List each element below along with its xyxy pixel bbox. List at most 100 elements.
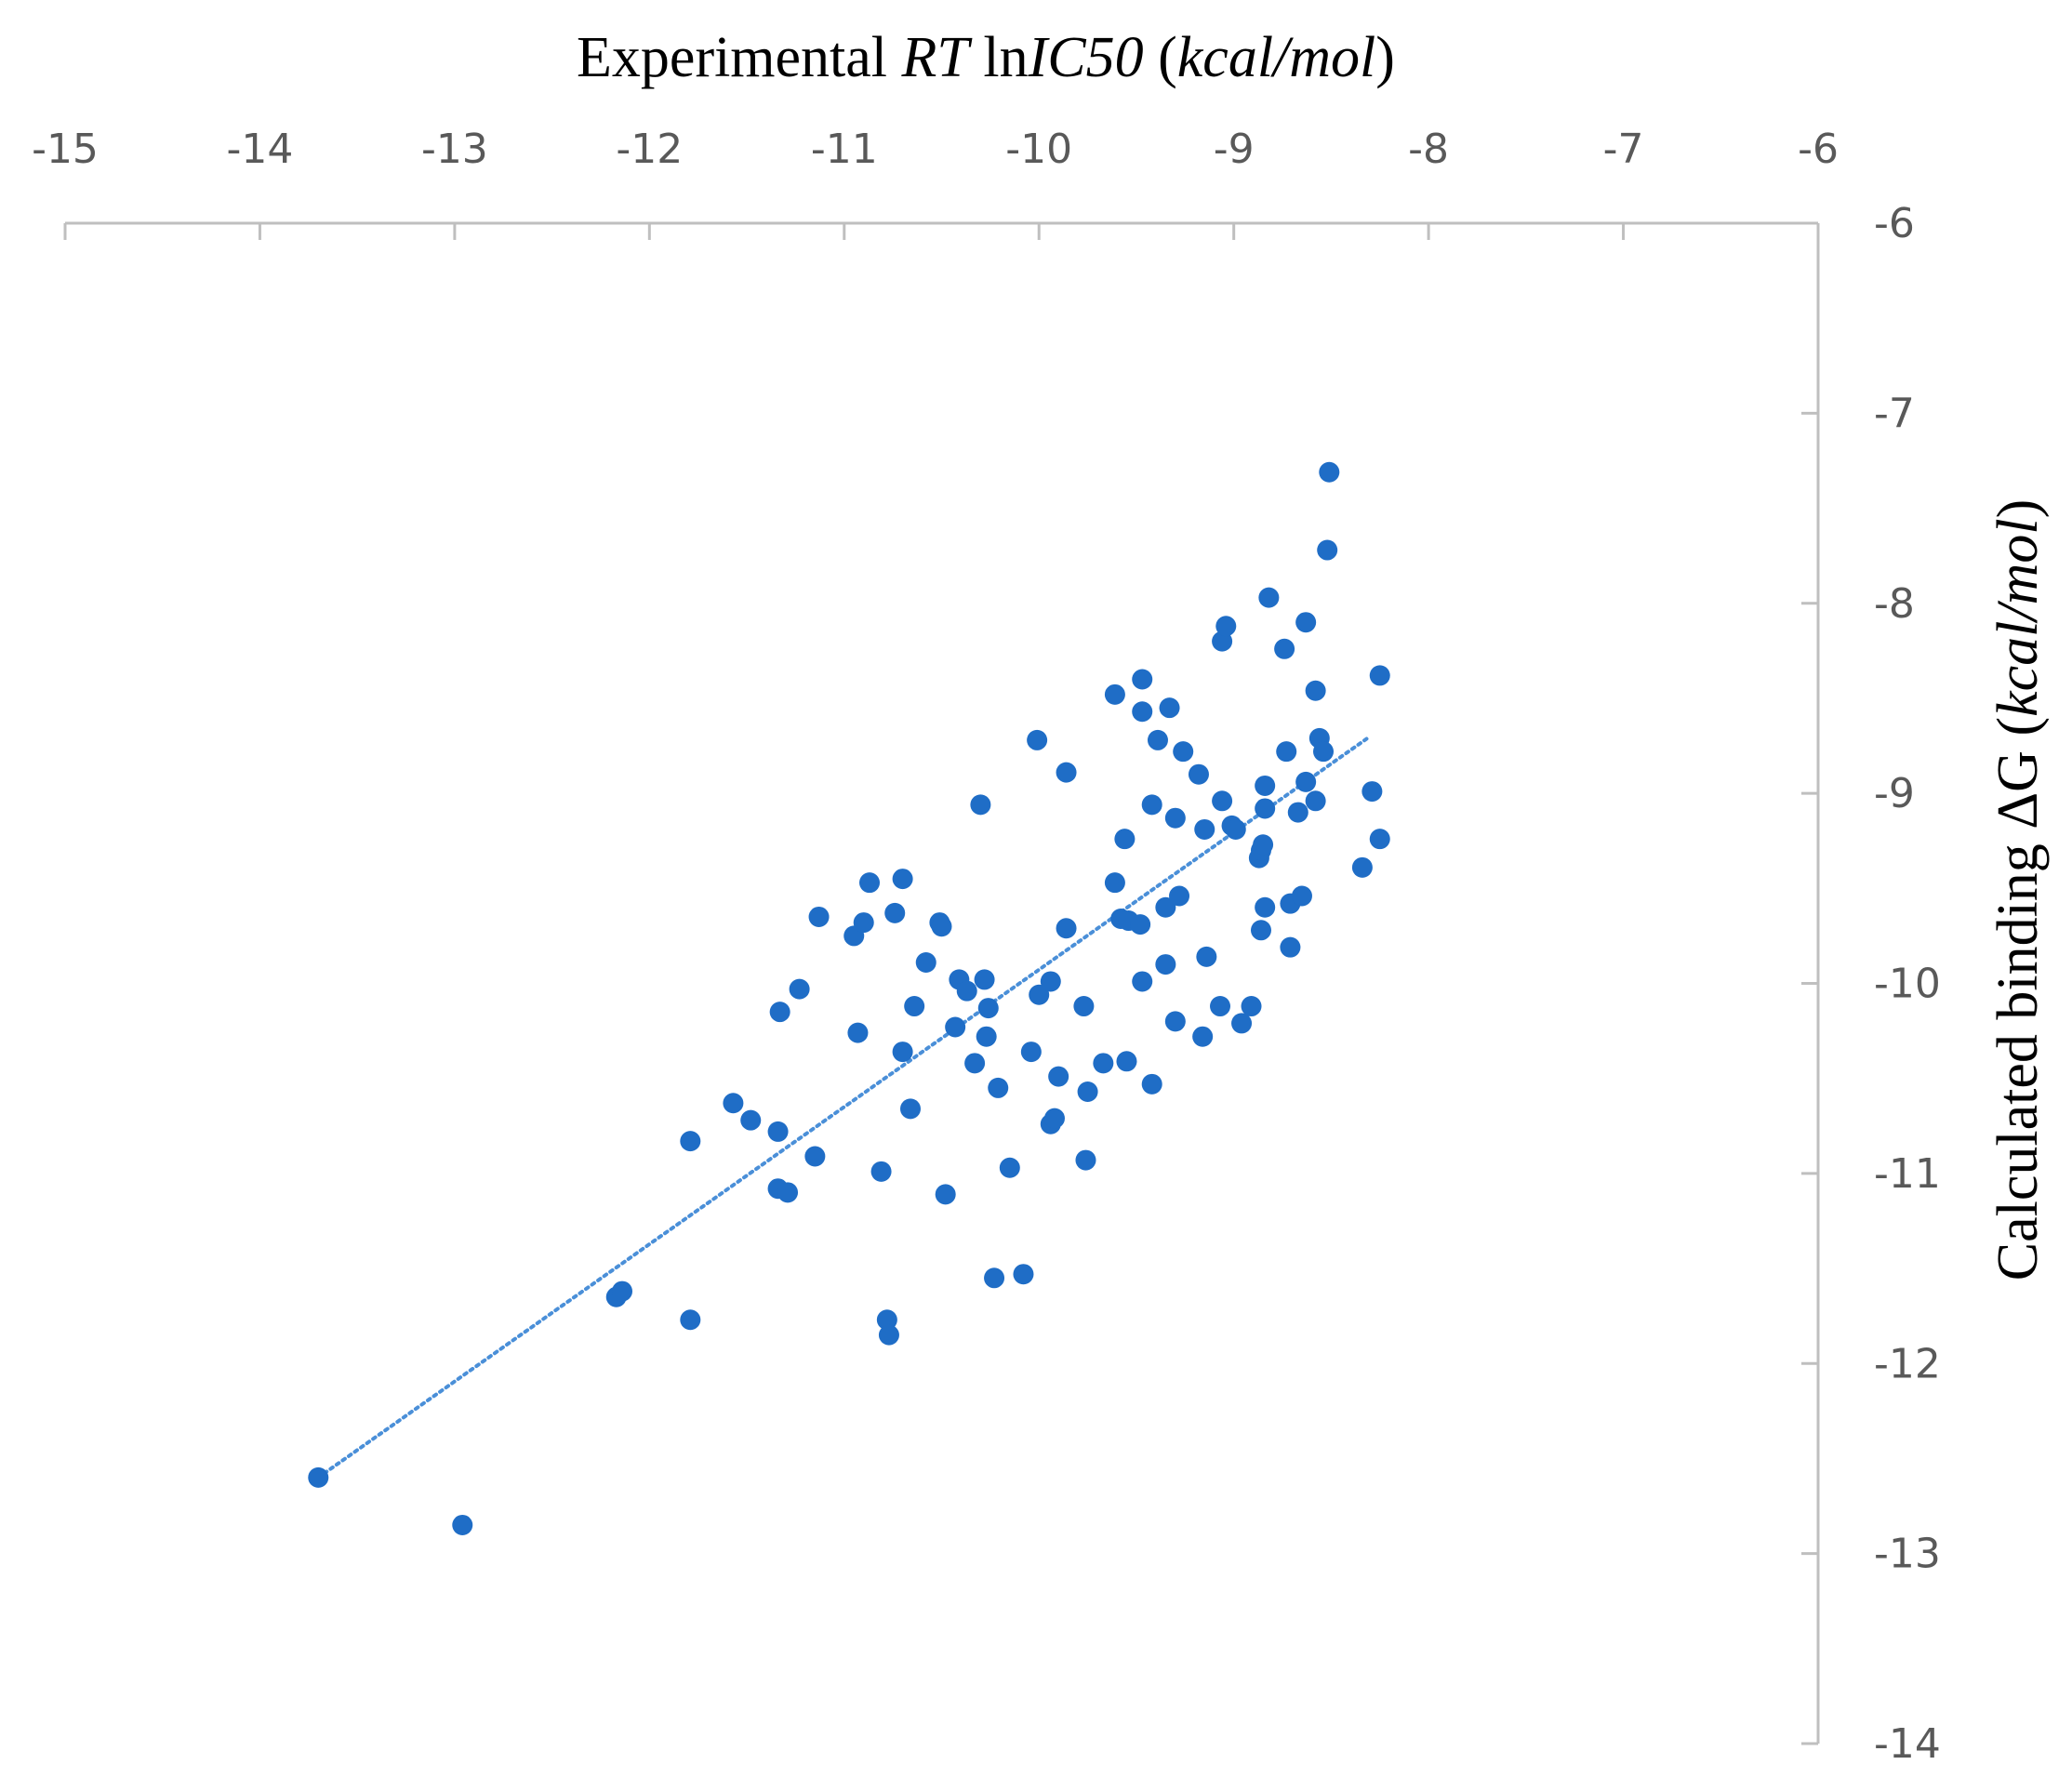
- data-point: [1116, 1051, 1137, 1072]
- data-point: [1231, 1013, 1253, 1034]
- data-point: [945, 1016, 966, 1038]
- data-point: [1104, 872, 1125, 894]
- data-point: [1093, 1053, 1114, 1074]
- data-point: [1291, 885, 1312, 907]
- x-tick-label: -8: [1408, 126, 1449, 173]
- data-point: [1043, 1108, 1065, 1129]
- data-point: [1155, 954, 1176, 975]
- x-tick-label: -6: [1798, 126, 1839, 173]
- y-tick-label: -7: [1874, 390, 1915, 437]
- data-point: [904, 996, 925, 1017]
- data-point: [1319, 461, 1340, 483]
- data-point: [1192, 1026, 1214, 1047]
- data-point: [1305, 680, 1326, 701]
- data-point: [970, 794, 991, 816]
- x-tick-label: -13: [421, 126, 488, 173]
- data-point: [1351, 856, 1373, 878]
- y-tick-label: -12: [1874, 1340, 1941, 1387]
- data-point: [984, 1267, 1005, 1289]
- data-point: [452, 1514, 473, 1535]
- data-point: [892, 869, 913, 890]
- data-point: [1255, 798, 1276, 819]
- data-point: [1104, 683, 1125, 705]
- data-point: [1196, 946, 1217, 967]
- data-point: [680, 1309, 701, 1331]
- data-point: [1287, 802, 1308, 823]
- data-point: [1250, 920, 1271, 941]
- data-point: [915, 952, 936, 974]
- data-point: [1225, 818, 1246, 840]
- y-tick-label: -8: [1874, 580, 1915, 628]
- data-point: [956, 980, 977, 1002]
- data-point: [1173, 741, 1194, 763]
- data-point: [1114, 829, 1136, 850]
- y-tick-label: -9: [1874, 770, 1915, 817]
- data-point: [1255, 896, 1276, 918]
- data-point: [777, 1182, 799, 1203]
- data-point: [789, 978, 810, 1000]
- data-point: [308, 1466, 329, 1488]
- x-tick-label: -7: [1603, 126, 1644, 173]
- data-point: [769, 1002, 790, 1023]
- y-tick-label: -13: [1874, 1531, 1941, 1578]
- data-point: [878, 1324, 899, 1346]
- data-point: [1027, 729, 1048, 750]
- data-point: [1212, 790, 1233, 812]
- data-point: [1295, 612, 1317, 633]
- data-point: [1369, 665, 1390, 686]
- trendline: [316, 734, 1373, 1479]
- data-point: [1241, 996, 1262, 1017]
- data-point: [1194, 818, 1215, 840]
- data-point: [974, 969, 995, 990]
- data-point: [1073, 996, 1095, 1017]
- data-point: [1029, 984, 1050, 1005]
- data-point: [808, 906, 830, 927]
- x-tick-label: -10: [1005, 126, 1072, 173]
- data-point: [999, 1157, 1020, 1178]
- data-point: [1305, 790, 1326, 812]
- data-point: [1141, 1073, 1162, 1095]
- y-tick-label: -6: [1874, 200, 1915, 247]
- data-point: [1361, 781, 1383, 803]
- data-point: [1040, 971, 1061, 992]
- data-point: [1280, 936, 1301, 958]
- data-point: [1188, 763, 1209, 785]
- y-axis: -6 -7 -8 -9 -10 -11 -12 -13 -14: [1801, 200, 1941, 1768]
- data-point: [1164, 807, 1186, 829]
- data-point: [859, 872, 881, 894]
- data-point: [1215, 616, 1237, 637]
- data-point: [1258, 587, 1280, 608]
- x-axis: -15 -14 -13 -12 -11 -10 -9 -8 -7 -6: [32, 126, 1839, 240]
- data-point: [988, 1077, 1009, 1098]
- data-point: [1255, 775, 1276, 796]
- y-tick-label: -14: [1874, 1720, 1941, 1768]
- x-tick-label: -9: [1214, 126, 1255, 173]
- x-tick-label: -12: [616, 126, 683, 173]
- data-point: [1141, 794, 1162, 816]
- data-point: [1155, 896, 1176, 918]
- data-point: [1317, 539, 1338, 561]
- data-point: [767, 1121, 789, 1142]
- x-tick-label: -14: [227, 126, 294, 173]
- x-tick-label: -15: [32, 126, 99, 173]
- data-point: [931, 916, 952, 937]
- data-point: [1147, 729, 1168, 750]
- data-point: [723, 1093, 744, 1114]
- data-point: [1274, 638, 1295, 659]
- data-point: [1164, 1011, 1186, 1032]
- data-point: [899, 1098, 921, 1120]
- data-point: [1369, 829, 1390, 850]
- data-point: [1077, 1081, 1098, 1102]
- data-point: [1020, 1042, 1042, 1063]
- data-point: [1132, 971, 1153, 992]
- data-point: [977, 998, 999, 1019]
- data-point: [853, 912, 874, 934]
- data-point: [1295, 771, 1317, 792]
- data-point: [1169, 885, 1190, 907]
- data-point: [1210, 996, 1231, 1017]
- data-point: [1048, 1066, 1069, 1087]
- data-point: [976, 1026, 997, 1047]
- data-point: [884, 902, 906, 923]
- data-point: [1075, 1149, 1096, 1171]
